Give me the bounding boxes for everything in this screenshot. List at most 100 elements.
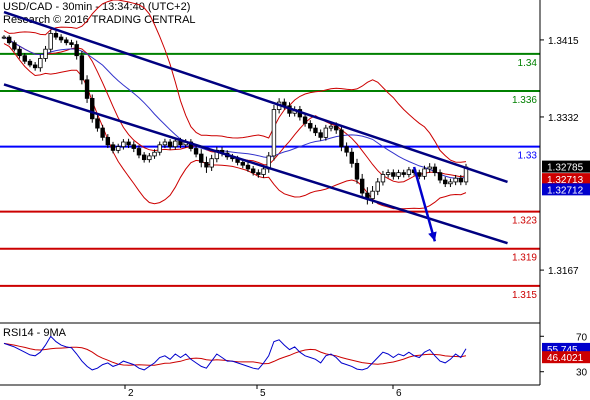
candle (48, 30, 53, 53)
candle-body (48, 33, 53, 50)
candle (43, 45, 48, 62)
moving-average-slow (3, 36, 467, 179)
candle (95, 115, 100, 132)
candle-body (339, 129, 344, 148)
candle (157, 141, 162, 156)
candle (385, 169, 391, 178)
rsi-tick-label: 70 (576, 332, 588, 343)
candle-body (69, 42, 74, 45)
candle-body (116, 146, 121, 151)
price-tag-label: 1.32713 (547, 175, 584, 186)
candle (79, 51, 85, 85)
candle-body (370, 190, 375, 200)
candle (131, 141, 136, 153)
candle (313, 124, 318, 136)
candle-body (443, 179, 448, 185)
candle (22, 53, 27, 64)
x-tick-label: 6 (396, 388, 402, 399)
price-tag-label: 1.32785 (547, 163, 584, 174)
candle (318, 129, 323, 141)
candle-body (84, 79, 90, 99)
channel-line (3, 83, 508, 245)
candle (245, 162, 251, 172)
candle (406, 166, 412, 178)
candle-body (167, 141, 173, 148)
candle-body (193, 148, 199, 155)
level-label: 1.33 (518, 151, 538, 162)
level-label: 1.315 (512, 290, 537, 301)
candle-body (147, 155, 152, 161)
candle-body (359, 178, 365, 194)
candle (204, 156, 209, 173)
candle (188, 139, 194, 152)
x-tick-label: 5 (260, 388, 266, 399)
candle (58, 34, 64, 43)
candle (64, 37, 69, 46)
candle-body (396, 172, 401, 177)
candle (432, 163, 438, 177)
candle (380, 170, 386, 186)
candle (417, 169, 422, 180)
candle-body (385, 172, 391, 175)
candle-body (79, 55, 85, 81)
candle-body (245, 164, 251, 170)
candle-body (448, 181, 453, 185)
candle-body (422, 168, 427, 177)
candle-body (17, 48, 22, 57)
candle-body (32, 64, 38, 69)
y-tick-label: 1.3167 (548, 266, 579, 277)
candle (391, 169, 396, 180)
candle-body (318, 132, 323, 138)
candle (136, 145, 142, 159)
rsi-panel: RSI14 - 9MA (3, 327, 467, 371)
price-tag-label: 1.32712 (547, 185, 584, 196)
candle-body (173, 140, 178, 148)
candle (209, 154, 214, 171)
candle-body (323, 127, 329, 138)
projection-arrow-head (428, 231, 437, 242)
candle (116, 143, 121, 154)
level-label: 1.336 (512, 95, 537, 106)
candle-body (95, 118, 100, 129)
rsi-tag-label: 46.4021 (547, 353, 584, 364)
candle-body (328, 125, 334, 129)
candle (53, 30, 59, 40)
price-panel: 1.34 1.336 1.33 1.323 1.319 1.315 (0, 0, 540, 301)
candle (126, 138, 131, 149)
candle-body (131, 144, 136, 149)
candle (27, 58, 33, 68)
candle-body (437, 172, 443, 181)
level-label: 1.319 (512, 253, 537, 264)
rsi-label: RSI14 - 9MA (3, 327, 67, 339)
candle (105, 134, 111, 149)
chart-title: USD/CAD - 30min - 13:34:40 (UTC+2) (3, 1, 191, 13)
candle (69, 39, 74, 48)
candle-body (27, 60, 33, 66)
candle-body (250, 168, 256, 174)
candle-body (1, 36, 7, 39)
candle-body (105, 136, 111, 146)
candle (17, 46, 22, 59)
chart-credit: Research © 2016 TRADING CENTRAL (3, 14, 196, 26)
candle (162, 138, 168, 149)
candle-body (43, 48, 48, 59)
candle (302, 113, 308, 127)
candle (271, 104, 277, 161)
candle-body (458, 177, 464, 183)
x-tick-label: 2 (128, 388, 134, 399)
candle-body (199, 153, 204, 163)
candle (147, 153, 152, 163)
candle-body (204, 162, 209, 168)
rsi-tick-label: 30 (576, 368, 588, 379)
candle-body (354, 162, 360, 180)
candle (359, 173, 365, 199)
candle (401, 169, 406, 178)
level-label: 1.34 (518, 58, 538, 69)
y-tick-label: 1.3415 (548, 36, 579, 47)
candle (375, 178, 380, 196)
candle-body (308, 123, 313, 129)
candle (38, 54, 43, 72)
candle (422, 165, 427, 180)
